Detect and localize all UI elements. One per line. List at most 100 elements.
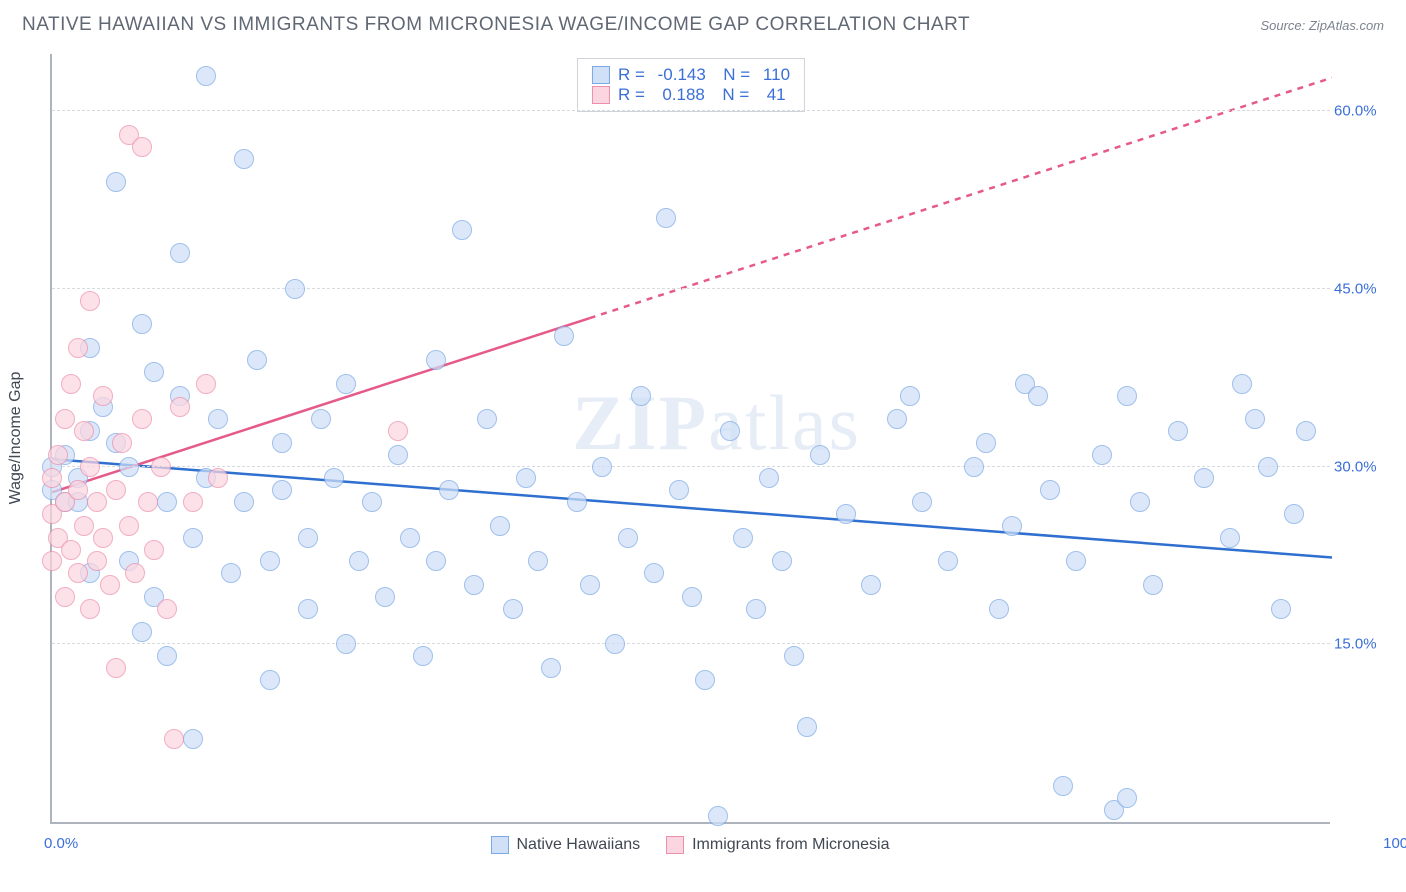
series-name: Native Hawaiians: [517, 836, 641, 854]
data-point: [720, 421, 740, 441]
data-point: [183, 528, 203, 548]
data-point: [132, 409, 152, 429]
data-point: [132, 137, 152, 157]
data-point: [375, 587, 395, 607]
data-point: [759, 468, 779, 488]
data-point: [516, 468, 536, 488]
chart-area: ZIPatlas Wage/Income Gap R = -0.143 N = …: [50, 54, 1384, 824]
data-point: [48, 445, 68, 465]
y-tick-label: 45.0%: [1334, 280, 1380, 297]
data-point: [80, 599, 100, 619]
y-tick-label: 60.0%: [1334, 103, 1380, 120]
data-point: [1143, 575, 1163, 595]
data-point: [1271, 599, 1291, 619]
series-name: Immigrants from Micronesia: [692, 836, 889, 854]
data-point: [157, 492, 177, 512]
data-point: [784, 646, 804, 666]
data-point: [260, 551, 280, 571]
data-point: [55, 587, 75, 607]
trend-lines: [52, 54, 1332, 824]
source-label: Source: ZipAtlas.com: [1260, 18, 1384, 33]
gridline: [52, 110, 1330, 111]
data-point: [477, 409, 497, 429]
data-point: [93, 528, 113, 548]
data-point: [125, 563, 145, 583]
data-point: [567, 492, 587, 512]
data-point: [452, 220, 472, 240]
data-point: [183, 492, 203, 512]
data-point: [388, 421, 408, 441]
data-point: [42, 468, 62, 488]
data-point: [157, 646, 177, 666]
data-point: [68, 480, 88, 500]
data-point: [80, 291, 100, 311]
data-point: [388, 445, 408, 465]
data-point: [964, 457, 984, 477]
data-point: [1258, 457, 1278, 477]
data-point: [311, 409, 331, 429]
data-point: [196, 374, 216, 394]
data-point: [234, 492, 254, 512]
data-point: [196, 66, 216, 86]
data-point: [119, 516, 139, 536]
data-point: [580, 575, 600, 595]
data-point: [106, 480, 126, 500]
data-point: [144, 540, 164, 560]
data-point: [272, 480, 292, 500]
data-point: [234, 149, 254, 169]
correlation-legend: R = -0.143 N = 110 R = 0.188 N = 41: [577, 58, 805, 112]
data-point: [80, 457, 100, 477]
data-point: [87, 492, 107, 512]
data-point: [336, 374, 356, 394]
data-point: [1117, 788, 1137, 808]
data-point: [285, 279, 305, 299]
data-point: [112, 433, 132, 453]
data-point: [93, 386, 113, 406]
data-point: [61, 374, 81, 394]
data-point: [55, 409, 75, 429]
data-point: [298, 599, 318, 619]
data-point: [1053, 776, 1073, 796]
data-point: [541, 658, 561, 678]
data-point: [1002, 516, 1022, 536]
data-point: [138, 492, 158, 512]
data-point: [61, 540, 81, 560]
data-point: [1040, 480, 1060, 500]
data-point: [298, 528, 318, 548]
data-point: [170, 243, 190, 263]
legend-r-value: 0.188: [662, 85, 705, 105]
data-point: [157, 599, 177, 619]
data-point: [1284, 504, 1304, 524]
data-point: [349, 551, 369, 571]
data-point: [938, 551, 958, 571]
data-point: [1066, 551, 1086, 571]
swatch-pink-icon: [666, 836, 684, 854]
data-point: [426, 551, 446, 571]
legend-row-blue: R = -0.143 N = 110: [592, 65, 790, 85]
data-point: [74, 516, 94, 536]
data-point: [618, 528, 638, 548]
data-point: [682, 587, 702, 607]
data-point: [119, 457, 139, 477]
bottom-legend: Native Hawaiians Immigrants from Microne…: [50, 836, 1330, 854]
legend-n-label: N =: [713, 85, 759, 105]
data-point: [464, 575, 484, 595]
chart-title: NATIVE HAWAIIAN VS IMMIGRANTS FROM MICRO…: [22, 14, 970, 36]
data-point: [362, 492, 382, 512]
data-point: [144, 362, 164, 382]
y-axis-label: Wage/Income Gap: [7, 372, 25, 505]
legend-n-label: N =: [714, 65, 755, 85]
data-point: [772, 551, 792, 571]
data-point: [324, 468, 344, 488]
data-point: [503, 599, 523, 619]
data-point: [132, 314, 152, 334]
plot-region: ZIPatlas Wage/Income Gap R = -0.143 N = …: [50, 54, 1330, 824]
data-point: [1245, 409, 1265, 429]
data-point: [733, 528, 753, 548]
data-point: [100, 575, 120, 595]
data-point: [797, 717, 817, 737]
data-point: [400, 528, 420, 548]
legend-r-label: R =: [618, 65, 650, 85]
data-point: [170, 397, 190, 417]
data-point: [1028, 386, 1048, 406]
